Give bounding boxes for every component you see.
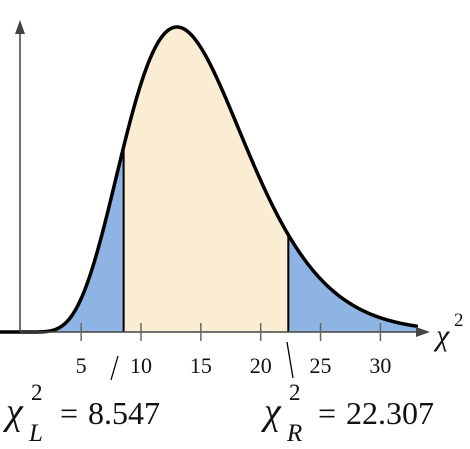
x-tick-label-10: 10 xyxy=(130,353,152,378)
left-critical-superscript: 2 xyxy=(31,380,43,405)
density-curve-group xyxy=(0,25,419,334)
shaded-regions xyxy=(21,27,417,332)
x-tick-label-5: 5 xyxy=(76,353,87,378)
left-critical-label: χ 2 L = 8.547 xyxy=(2,380,160,447)
x-tick-label-20: 20 xyxy=(250,353,272,378)
left-tail-region xyxy=(21,146,124,332)
right-critical-subscript: R xyxy=(286,420,302,447)
x-axis-variable-superscript: 2 xyxy=(454,310,464,331)
x-axis-variable-label: χ xyxy=(433,319,450,352)
left-critical-equals: = xyxy=(60,395,78,431)
labels: χ 2χ 2L= 8.547 χ 2R= 22.307 xyxy=(2,310,464,447)
density-curve xyxy=(0,25,419,334)
right-critical-label: χ 2 R = 22.307 xyxy=(260,380,434,447)
left-critical-subscript: L xyxy=(28,420,43,447)
x-axis-ticks: 5 10 15 20 25 30 xyxy=(76,323,391,378)
left-critical-value: 8.547 xyxy=(88,395,160,431)
left-critical-leader xyxy=(110,355,119,381)
left-critical-symbol: χ xyxy=(2,391,24,433)
right-tail-region xyxy=(288,234,417,332)
middle-region xyxy=(123,27,289,332)
right-critical-symbol: χ xyxy=(260,391,282,433)
axes xyxy=(15,20,430,337)
x-tick-label-15: 15 xyxy=(190,353,212,378)
right-critical-value: 22.307 xyxy=(346,395,434,431)
x-tick-label-25: 25 xyxy=(310,353,332,378)
y-axis-arrow xyxy=(15,20,25,34)
right-critical-leader xyxy=(286,341,294,379)
x-tick-label-30: 30 xyxy=(369,353,391,378)
x-axis-arrow xyxy=(416,327,430,337)
right-critical-equals: = xyxy=(318,395,336,431)
right-critical-superscript: 2 xyxy=(289,380,301,405)
